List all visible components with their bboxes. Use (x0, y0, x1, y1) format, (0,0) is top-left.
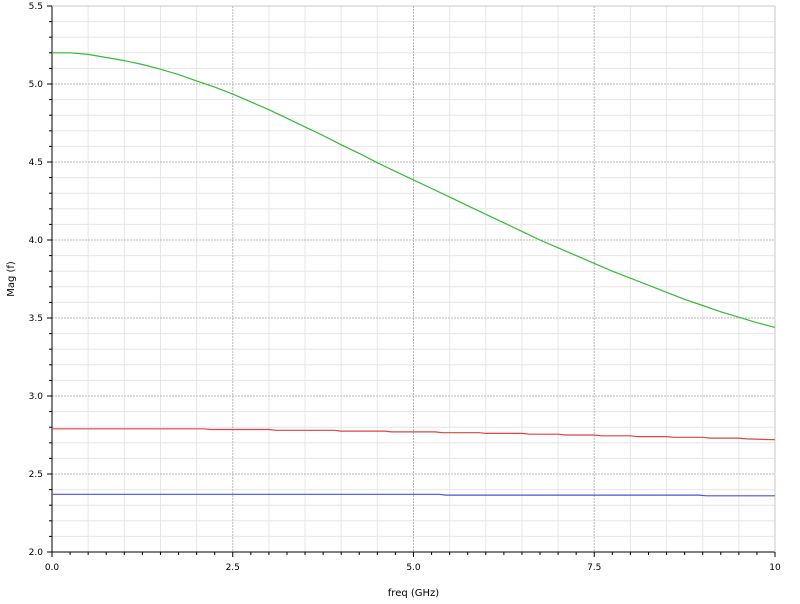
y-tick-label: 2.5 (29, 470, 43, 480)
series-group (52, 52, 776, 497)
x-tick-label: 7.5 (587, 563, 601, 573)
x-axis-label: freq (GHz) (388, 588, 440, 599)
x-tick-label: 5.0 (406, 563, 421, 573)
y-tick-label: 3.5 (29, 314, 43, 324)
x-tick-label: 0.0 (45, 563, 60, 573)
series-line-3 (52, 493, 775, 497)
x-tick-label: 10 (769, 563, 781, 573)
y-tick-label: 5.0 (29, 80, 44, 90)
y-tick-label: 2.0 (29, 548, 44, 558)
y-tick-label: 4.0 (29, 236, 44, 246)
y-tick-label: 5.5 (29, 2, 43, 12)
y-tick-label: 4.5 (29, 158, 43, 168)
y-axis-label: Mag (f) (6, 261, 17, 297)
y-axis-ticks: 2.0 2.5 3.0 3.5 4.0 4.5 5.0 5.5 (29, 2, 52, 558)
major-grid (52, 6, 775, 552)
y-tick-label: 3.0 (29, 392, 44, 402)
x-axis-ticks: 0.0 2.5 5.0 7.5 10 (45, 552, 781, 573)
series-line-2 (52, 428, 776, 441)
series-line-1 (52, 52, 776, 328)
x-tick-label: 2.5 (226, 563, 240, 573)
